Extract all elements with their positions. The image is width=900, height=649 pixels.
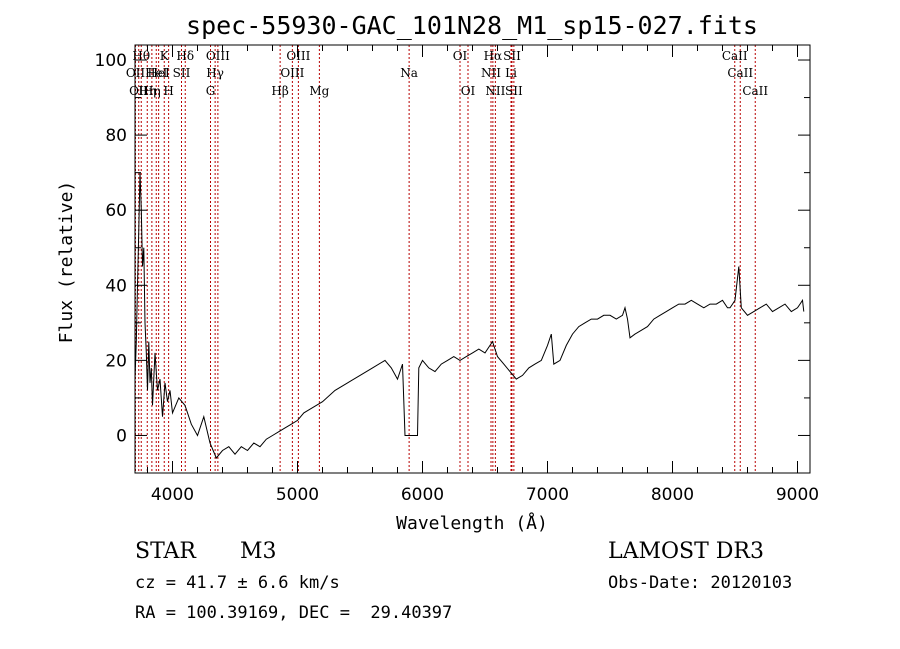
line-labels: OIIOIIHθHηHηHeIHeIKHSIIHδGHγOIIIHβOIIIOI… (126, 49, 769, 98)
x-tick-label: 8000 (651, 485, 694, 505)
y-tick-label: 40 (105, 276, 127, 296)
x-tick-label: 9000 (776, 485, 819, 505)
line-label: HeI (147, 66, 170, 80)
object-class: STAR (135, 539, 196, 564)
x-tick-label: 7000 (526, 485, 569, 505)
spectrum-line (134, 172, 805, 459)
line-label: CaII (727, 66, 753, 80)
line-label: G (206, 84, 216, 98)
y-tick-label: 0 (116, 426, 127, 446)
y-tick-label: 60 (105, 201, 127, 221)
line-label: OI (453, 49, 468, 63)
line-label: OII (129, 84, 149, 98)
line-label: Hα (484, 49, 503, 63)
chart-title: spec-55930-GAC_101N28_M1_sp15-027.fits (186, 11, 758, 40)
observation-date: Obs-Date: 20120103 (608, 573, 793, 593)
line-label: Hγ (206, 66, 224, 80)
line-label: OII (126, 66, 146, 80)
line-label: CaII (722, 49, 748, 63)
line-label: OI (461, 84, 476, 98)
line-label: SII (505, 84, 523, 98)
x-tick-label: 6000 (401, 485, 444, 505)
line-label: Hη (138, 84, 156, 98)
line-label: Li (505, 66, 517, 80)
coordinates: RA = 100.39169, DEC = 29.40397 (135, 603, 453, 623)
line-label: H (163, 84, 173, 98)
line-label: CaII (742, 84, 768, 98)
x-tick-label: 4000 (151, 485, 194, 505)
redshift-velocity: cz = 41.7 ± 6.6 km/s (135, 573, 340, 593)
x-axis-label: Wavelength (Å) (396, 512, 548, 534)
x-axis-ticks: 4000 5000 6000 7000 8000 9000 (147, 45, 819, 505)
line-label: NII (481, 66, 501, 80)
y-axis-label: Flux (relative) (56, 181, 77, 344)
line-label: NII (485, 84, 505, 98)
line-label: Hβ (271, 84, 288, 98)
object-subclass: M3 (240, 539, 277, 564)
line-label: HeI (145, 66, 168, 80)
line-label: SII (173, 66, 191, 80)
line-label: Na (400, 66, 418, 80)
line-label: OIII (206, 49, 230, 63)
plot-frame (134, 44, 811, 474)
x-tick-label: 5000 (276, 485, 319, 505)
line-label: OIII (286, 49, 310, 63)
survey-name: LAMOST DR3 (608, 539, 764, 564)
y-axis-ticks: 0 20 40 60 80 100 (95, 51, 810, 474)
y-tick-label: 100 (95, 51, 127, 71)
line-markers (135, 45, 756, 473)
line-label: Hδ (176, 49, 194, 63)
y-tick-label: 80 (105, 126, 127, 146)
line-label: Hθ (132, 49, 150, 63)
y-tick-label: 20 (105, 351, 127, 371)
line-label: Hη (143, 84, 161, 98)
line-label: Mg (309, 84, 329, 98)
line-label: SII (503, 49, 521, 63)
line-label: OIII (280, 66, 304, 80)
line-label: K (160, 49, 170, 63)
